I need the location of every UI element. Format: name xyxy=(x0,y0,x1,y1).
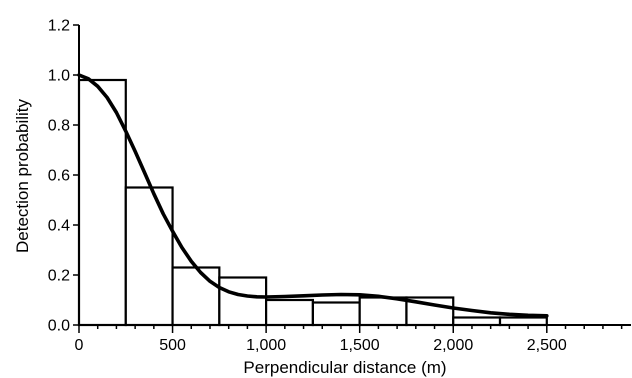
y-axis-title: Detection probability xyxy=(13,98,32,253)
histogram-bar-6 xyxy=(358,296,408,327)
y-tick-label-6: 1.2 xyxy=(48,18,70,35)
x-tick-label-1: 500 xyxy=(159,337,186,354)
histogram-bars xyxy=(77,78,548,327)
histogram-bar-8 xyxy=(452,316,502,327)
y-tick-label-0: 0.0 xyxy=(48,318,70,335)
x-tick-label-5: 2,500 xyxy=(527,337,567,354)
histogram-bar-3 xyxy=(218,276,268,327)
histogram-bar-4 xyxy=(265,298,314,327)
x-tick-label-2: 1,000 xyxy=(246,337,286,354)
y-axis-ticks: 0.0 0.2 0.4 0.6 0.8 1.0 1.2 xyxy=(48,18,79,335)
y-tick-label-4: 0.8 xyxy=(48,118,70,135)
y-tick-label-3: 0.6 xyxy=(48,168,70,185)
histogram-bar-2 xyxy=(171,266,221,327)
x-tick-label-0: 0 xyxy=(75,337,84,354)
histogram-bar-5 xyxy=(311,301,361,327)
x-tick-label-3: 1,500 xyxy=(340,337,380,354)
y-tick-label-2: 0.4 xyxy=(48,218,70,235)
x-tick-label-4: 2,000 xyxy=(433,337,473,354)
x-axis-title: Perpendicular distance (m) xyxy=(243,358,446,377)
y-tick-label-1: 0.2 xyxy=(48,268,70,285)
y-tick-label-5: 1.0 xyxy=(48,68,70,85)
x-axis-ticks: 0 500 1,000 1,500 2,000 2,500 xyxy=(75,325,623,354)
histogram-bar-1 xyxy=(124,186,174,327)
fitted-detection-curve xyxy=(77,73,549,318)
histogram-bar-9 xyxy=(498,316,548,327)
